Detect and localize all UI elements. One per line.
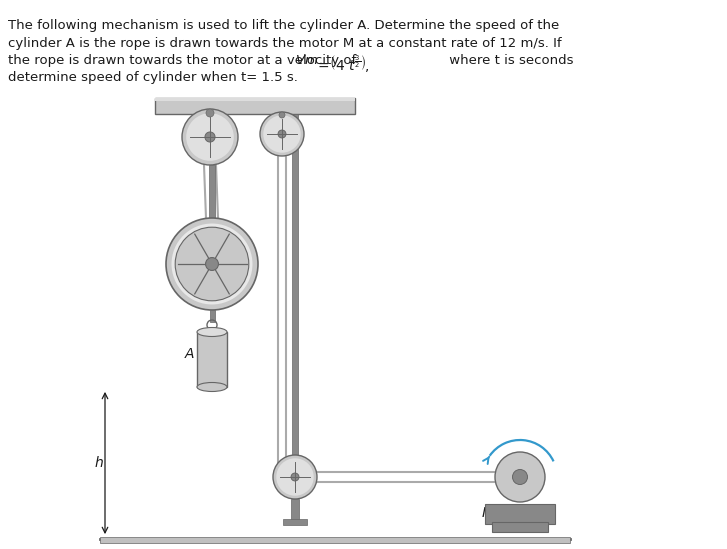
Text: M: M (482, 506, 494, 520)
Circle shape (175, 227, 249, 301)
Bar (283, 519, 307, 525)
Bar (197, 332, 227, 387)
Text: $= \!\left(4 \ t^{\frac{3}{2}}\right)\!,$: $= \!\left(4 \ t^{\frac{3}{2}}\right)\!,… (315, 54, 369, 75)
Ellipse shape (197, 383, 227, 391)
Circle shape (182, 109, 238, 165)
Text: $\mathit{Vm}$: $\mathit{Vm}$ (295, 54, 318, 67)
Text: where t is seconds: where t is seconds (445, 54, 574, 67)
Circle shape (172, 223, 252, 305)
Circle shape (166, 218, 258, 310)
Bar (100, 537, 570, 543)
Circle shape (276, 458, 313, 496)
Text: determine speed of cylinder when t= 1.5 s.: determine speed of cylinder when t= 1.5 … (8, 71, 298, 85)
Bar (485, 504, 555, 524)
Bar (492, 522, 548, 532)
Circle shape (206, 109, 214, 117)
Circle shape (263, 115, 301, 153)
Ellipse shape (197, 328, 227, 337)
Text: cylinder A is the rope is drawn towards the motor M at a constant rate of 12 m/s: cylinder A is the rope is drawn towards … (8, 36, 562, 49)
Circle shape (260, 112, 304, 156)
Circle shape (278, 130, 286, 138)
Bar (155, 98, 355, 101)
Bar (155, 98, 355, 114)
Circle shape (186, 113, 234, 161)
Bar (209, 310, 214, 322)
Circle shape (291, 473, 299, 481)
Circle shape (495, 452, 545, 502)
Circle shape (206, 257, 218, 271)
Circle shape (205, 132, 215, 142)
Bar (291, 499, 299, 521)
Bar (209, 165, 215, 218)
Text: h: h (95, 456, 104, 470)
Circle shape (279, 112, 285, 118)
Text: A: A (185, 347, 195, 361)
Circle shape (513, 469, 528, 485)
Text: The following mechanism is used to lift the cylinder A. Determine the speed of t: The following mechanism is used to lift … (8, 19, 559, 32)
Circle shape (273, 455, 317, 499)
Bar (292, 114, 298, 494)
Text: the rope is drawn towards the motor at a velocity of: the rope is drawn towards the motor at a… (8, 54, 361, 67)
